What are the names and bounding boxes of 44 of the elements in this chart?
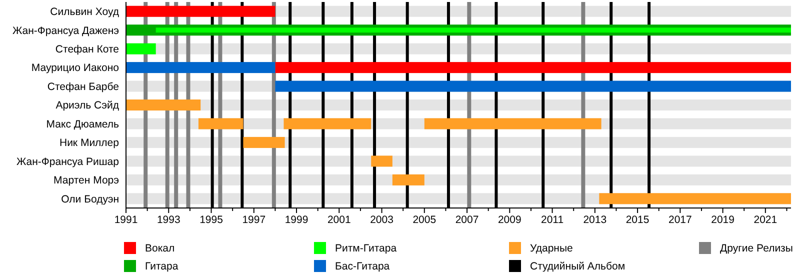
legend-label: Ритм-Гитара (335, 242, 397, 255)
bar (126, 100, 201, 110)
y-tick-label: Ариэль Сэйд (56, 100, 119, 112)
bar (284, 118, 372, 130)
x-tick-label: 1997 (242, 214, 266, 226)
x-tick-label: 1991 (114, 214, 138, 226)
x-tick-label: 2009 (498, 214, 522, 226)
bar (275, 62, 791, 74)
x-tick-label: 2011 (540, 214, 564, 226)
legend-label: Вокал (145, 242, 175, 255)
legend-label: Студийный Альбом (530, 260, 626, 273)
y-tick-label: Стефан Коте (55, 43, 120, 56)
x-tick-label: 2005 (412, 214, 436, 226)
legend-label: Ударные (530, 242, 573, 255)
y-tick-label: Жан-Франсуа Ришар (16, 156, 120, 168)
y-tick-label: Мартен Морэ (54, 174, 119, 187)
bar (424, 118, 602, 130)
x-tick-label: 1993 (156, 214, 180, 226)
legend-label: Бас-Гитара (335, 260, 390, 273)
x-tick-label: 2015 (626, 214, 650, 226)
y-tick-label: Маурицио Иаконо (31, 62, 120, 74)
x-tick-label: 2001 (327, 214, 351, 226)
bar (392, 174, 424, 186)
y-tick-label: Жан-Франсуа Даженэ (12, 24, 119, 37)
legend-label: Гитара (145, 260, 178, 273)
y-tick-label: Ник Миллер (59, 137, 120, 150)
y-tick-label: Сильвин Хоуд (50, 6, 119, 18)
bar (126, 6, 276, 17)
x-tick-label: 2019 (711, 214, 735, 226)
bar (371, 156, 392, 167)
legend-label: Другие Релизы (720, 242, 793, 255)
bar (243, 136, 285, 148)
y-tick-label: Оли Бодуэн (61, 193, 120, 206)
bar (126, 62, 276, 74)
x-tick-label: 2021 (754, 214, 778, 226)
x-tick-label: 2013 (583, 214, 607, 226)
x-tick-label: 1995 (200, 214, 224, 226)
bar (198, 118, 244, 130)
x-tick-label: 2007 (455, 214, 479, 226)
y-tick-label: Макс Дюамель (46, 118, 120, 130)
x-tick-label: 2003 (370, 214, 394, 226)
y-tick-label: Стефан Барбе (47, 80, 120, 93)
x-tick-label: 1999 (284, 214, 308, 226)
x-tick-label: 2017 (668, 214, 692, 226)
